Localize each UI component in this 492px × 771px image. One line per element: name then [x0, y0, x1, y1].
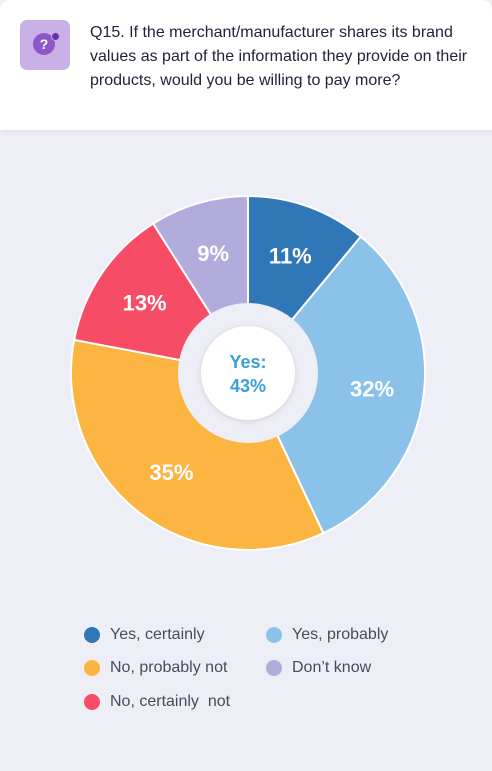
question-text: Q15. If the merchant/manufacturer shares… [90, 24, 468, 89]
legend-swatch [84, 694, 100, 710]
legend-swatch [84, 627, 100, 643]
center-value: 43% [230, 376, 266, 396]
question-header: ? Q15. If the merchant/manufacturer shar… [0, 0, 492, 130]
legend-label: Don’t know [292, 659, 372, 676]
center-badge [201, 326, 295, 420]
legend-label: Yes, certainly [110, 626, 205, 643]
legend-label: No, probably not [110, 659, 228, 676]
legend-swatch [266, 660, 282, 676]
legend-swatch [266, 627, 282, 643]
slice-label: 13% [123, 291, 167, 316]
question-icon: ? [20, 20, 70, 70]
notification-dot-icon [51, 32, 60, 41]
slice-label: 11% [269, 243, 312, 268]
legend-item: Yes, probably [266, 623, 388, 647]
legend-label: Yes, probably [292, 626, 389, 643]
slice-label: 32% [350, 377, 394, 402]
question-mark-icon: ? [33, 33, 55, 55]
slice-yes-probably [246, 235, 426, 535]
legend-item: Yes, certainly [84, 623, 205, 647]
legend-label: No, certainly not [110, 693, 231, 710]
legend-item: No, probably not [84, 656, 227, 680]
legend-swatch [84, 660, 100, 676]
legend-item: No, certainly not [84, 690, 230, 714]
legend-item: Don’t know [266, 656, 371, 680]
slice-label: 35% [149, 460, 193, 485]
slice-label: 9% [197, 241, 229, 266]
slice-no-probably-not [70, 338, 325, 551]
donut-chart: Yes: 43% 11% 32% 35% 13% 9% [70, 194, 426, 551]
center-label: Yes: [229, 352, 266, 372]
